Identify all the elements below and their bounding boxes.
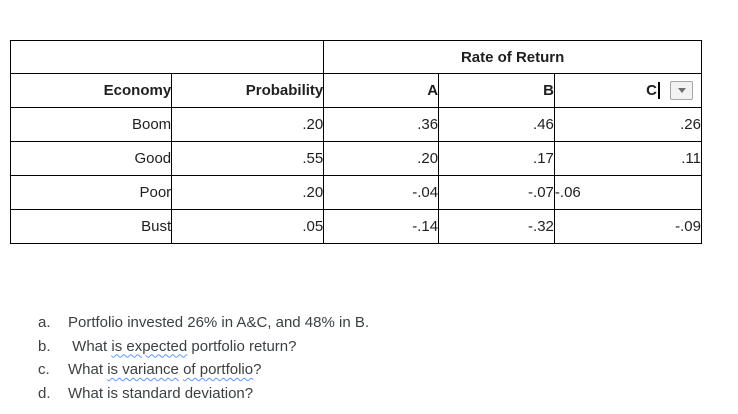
grammar-underlined-segment: is expected bbox=[111, 337, 188, 355]
cell-good-c[interactable]: .11 bbox=[553, 141, 703, 176]
cell-boom-economy[interactable]: Boom bbox=[9, 107, 173, 142]
text-segment: What bbox=[68, 361, 108, 379]
cell-bust-c[interactable]: -.09 bbox=[553, 209, 703, 244]
grammar-underlined-segment: of portfolio bbox=[183, 361, 254, 379]
cell-poor-b[interactable]: -.07 bbox=[438, 175, 555, 210]
cell-bust-a[interactable]: -.14 bbox=[323, 209, 440, 244]
cell-bust-b[interactable]: -.32 bbox=[438, 209, 555, 244]
column-header-b[interactable]: B bbox=[438, 73, 555, 108]
cell-good-probability[interactable]: .55 bbox=[171, 141, 325, 176]
cell-poor-c[interactable]: -.06 bbox=[553, 175, 703, 210]
cell-bust-economy[interactable]: Bust bbox=[9, 209, 173, 244]
cell-dropdown-button[interactable] bbox=[670, 81, 693, 100]
column-header-a[interactable]: A bbox=[323, 73, 440, 108]
rate-of-return-header-cell[interactable]: Rate of Return bbox=[323, 40, 702, 74]
column-header-economy[interactable]: Economy bbox=[9, 73, 173, 108]
cell-boom-b[interactable]: .46 bbox=[438, 107, 555, 142]
cell-good-b[interactable]: .17 bbox=[438, 141, 555, 176]
question-b-text: What is expected portfolio return? bbox=[68, 335, 296, 359]
questions-list: a. Portfolio invested 26% in A&C, and 48… bbox=[38, 311, 369, 405]
returns-table: Rate of Return Economy Probability A B C… bbox=[9, 40, 703, 244]
cell-poor-a[interactable]: -.04 bbox=[323, 175, 440, 210]
text-cursor bbox=[658, 82, 660, 99]
cell-boom-c[interactable]: .26 bbox=[553, 107, 703, 142]
column-header-c[interactable]: C bbox=[553, 73, 703, 108]
text-segment: What is standard deviation? bbox=[68, 384, 254, 402]
text-segment: portfolio return? bbox=[187, 337, 297, 355]
column-header-c-label: C bbox=[646, 82, 657, 99]
grammar-underlined-segment: is variance bbox=[107, 361, 179, 379]
question-a-marker: a. bbox=[38, 314, 51, 331]
column-header-c-content: C bbox=[555, 74, 701, 107]
question-b[interactable]: b. What is expected portfolio return? bbox=[38, 335, 369, 359]
text-segment: What bbox=[68, 337, 112, 355]
cell-poor-probability[interactable]: .20 bbox=[171, 175, 325, 210]
question-c-text: What is variance of portfolio? bbox=[68, 358, 261, 382]
cell-poor-economy[interactable]: Poor bbox=[9, 175, 173, 210]
cell-boom-probability[interactable]: .20 bbox=[171, 107, 325, 142]
question-d-text: What is standard deviation? bbox=[68, 382, 253, 406]
question-c[interactable]: c. What is variance of portfolio? bbox=[38, 358, 369, 382]
cell-bust-probability[interactable]: .05 bbox=[171, 209, 325, 244]
cell-boom-a[interactable]: .36 bbox=[323, 107, 440, 142]
question-a[interactable]: a. Portfolio invested 26% in A&C, and 48… bbox=[38, 311, 369, 335]
cell-good-a[interactable]: .20 bbox=[323, 141, 440, 176]
cell-good-economy[interactable]: Good bbox=[9, 141, 173, 176]
table-spacer bbox=[9, 40, 325, 74]
question-c-marker: c. bbox=[38, 361, 50, 379]
question-d-marker: d. bbox=[38, 384, 51, 402]
question-d[interactable]: d. What is standard deviation? bbox=[38, 382, 369, 406]
text-segment: ? bbox=[253, 361, 262, 379]
dropdown-arrow-icon bbox=[677, 88, 686, 93]
question-a-text: Portfolio invested 26% in A&C, and 48% i… bbox=[68, 311, 369, 335]
text-segment: Portfolio invested 26% in A&C, and 48% i… bbox=[68, 314, 370, 331]
question-b-marker: b. bbox=[38, 337, 51, 355]
column-header-probability[interactable]: Probability bbox=[171, 73, 325, 108]
